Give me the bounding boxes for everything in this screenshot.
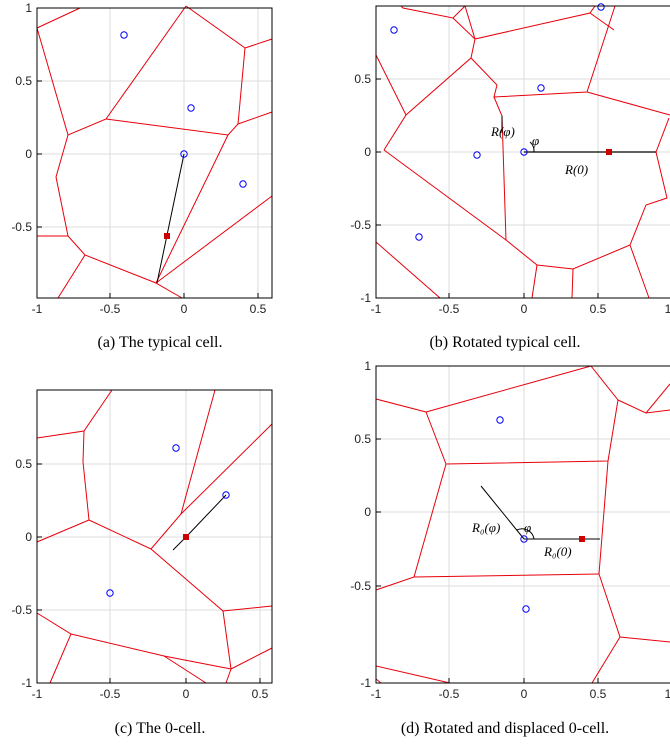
panel-b-ticks	[375, 78, 599, 299]
panel-c-ytick: -0.5	[11, 603, 32, 617]
panel-c-xtick: 0.5	[252, 687, 269, 701]
panel-a-caption: (a) The typical cell.	[98, 334, 223, 351]
panel-b-xtick: -1	[371, 302, 382, 316]
panel-d-radius-phi-segment	[480, 485, 525, 540]
panel-b-xtick: 1	[665, 302, 670, 316]
panel-a-cells	[36, 5, 273, 299]
panel-d-ytick: 1	[364, 359, 371, 373]
panel-d-label-r0-0: R₀(0)	[543, 544, 572, 559]
panel-a: -1 -0.5 0 0.5 1 0.5 0 -0.5 (a) The typic…	[11, 1, 273, 351]
panel-b-xtick: 0	[521, 302, 528, 316]
panel-c-xtick: -0.5	[100, 687, 121, 701]
panel-b: R(φ) φ R(0) -1 -0.5 0 0.5 1 0.5 0 -0.5 -…	[350, 3, 670, 351]
panel-d-label-r0-phi: R₀(φ)	[471, 520, 500, 535]
panel-b-xtick: 0.5	[590, 302, 607, 316]
panel-d: R₀(φ) φ R₀(0) -1 -0.5 0 0.5 1 1 0.5 0 -0…	[350, 359, 670, 737]
panel-a-ticks	[36, 7, 259, 298]
panel-b-ytick: 0	[364, 145, 371, 159]
panel-a-ytick: 1	[25, 1, 32, 15]
panel-a-radius-segment	[156, 153, 185, 284]
panel-d-ytick: 0	[364, 505, 371, 519]
panel-c-xtick: -1	[32, 687, 43, 701]
panel-b-marker	[606, 149, 612, 155]
panel-c-xtick: 0	[183, 687, 190, 701]
panel-b-label-r-0: R(0)	[564, 162, 588, 177]
panel-b-caption: (b) Rotated typical cell.	[429, 334, 580, 351]
panel-a-ytick: -0.5	[11, 220, 32, 234]
panel-c-ticks	[36, 463, 261, 684]
panel-d-caption: (d) Rotated and displaced 0-cell.	[401, 720, 609, 737]
panel-c: -1 -0.5 0 0.5 0.5 0 -0.5 -1 (c) The 0-ce…	[11, 389, 273, 737]
panel-c-marker	[183, 534, 189, 540]
panel-c-ytick: 0.5	[15, 457, 32, 471]
panel-a-ytick: 0.5	[15, 74, 32, 88]
panel-a-grid	[37, 8, 272, 298]
panel-a-xtick: 0	[181, 302, 188, 316]
panel-d-label-phi: φ	[524, 520, 531, 535]
panel-b-ytick: 0.5	[354, 72, 371, 86]
panel-b-label-r-phi: R(φ)	[490, 124, 515, 139]
panel-a-ytick: 0	[25, 147, 32, 161]
panel-c-ytick: -1	[21, 676, 32, 690]
panel-b-xtick: -0.5	[439, 302, 460, 316]
panel-c-cells	[36, 389, 273, 684]
panel-d-grid	[376, 366, 670, 683]
panel-d-ytick: -0.5	[350, 579, 371, 593]
panel-d-xtick: -1	[371, 687, 382, 701]
panel-d-angle-arc	[516, 528, 535, 540]
panel-d-xtick: 1	[665, 687, 670, 701]
panel-b-ytick: -1	[360, 291, 371, 305]
panel-d-marker	[579, 536, 585, 542]
panel-b-cells	[375, 5, 670, 299]
panel-d-ticks	[375, 365, 599, 684]
panel-b-label-phi: φ	[532, 133, 539, 148]
panel-d-ytick: 0.5	[354, 432, 371, 446]
panel-c-points	[106, 444, 230, 597]
panel-d-points	[496, 416, 530, 613]
panel-c-caption: (c) The 0-cell.	[115, 720, 206, 737]
panel-b-angle-arc	[529, 141, 535, 153]
panel-d-axes-box	[375, 365, 670, 684]
panel-b-points	[390, 3, 605, 241]
panel-d-ytick: -1	[360, 676, 371, 690]
panel-a-points	[120, 31, 247, 188]
panel-a-xtick: 0.5	[250, 302, 267, 316]
panel-d-cells	[375, 365, 670, 684]
panel-d-xtick: -0.5	[439, 687, 460, 701]
panel-d-xtick: 0.5	[590, 687, 607, 701]
panel-c-ytick: 0	[25, 530, 32, 544]
panel-a-xtick: -1	[32, 302, 43, 316]
panel-a-marker	[164, 233, 170, 239]
panel-b-ytick: -0.5	[350, 218, 371, 232]
panel-a-axes-box	[36, 7, 273, 299]
panel-d-xtick: 0	[521, 687, 528, 701]
panel-a-xtick: -0.5	[100, 302, 121, 316]
panel-c-grid	[37, 390, 272, 683]
panel-c-radius-segment	[185, 494, 227, 538]
